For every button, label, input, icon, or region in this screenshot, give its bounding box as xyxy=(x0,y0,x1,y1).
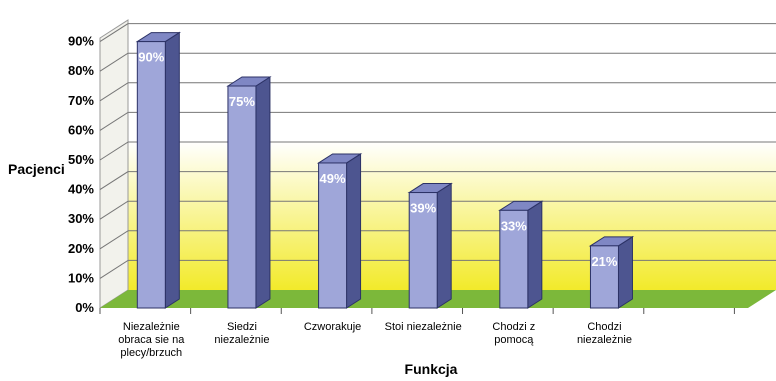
x-category-label: Czworakuje xyxy=(304,321,361,333)
gridline-diag xyxy=(99,200,129,220)
bar-front xyxy=(227,85,257,309)
bar-side xyxy=(164,31,180,309)
bar-value-label: 33% xyxy=(501,218,527,233)
x-axis-categories: Niezależnie obraca sie na plecy/brzuch Sied… xyxy=(99,308,735,359)
y-tick-label: 90% xyxy=(68,34,94,49)
x-category-label: Siedzi niezależnie xyxy=(214,321,269,346)
y-tick-label: 50% xyxy=(68,152,94,167)
gridline-diag xyxy=(99,23,129,43)
bar-side xyxy=(255,76,271,309)
back-wall xyxy=(128,20,776,290)
x-category-label: Chodzi niezależnie xyxy=(577,321,632,346)
gridline-diag xyxy=(99,171,129,191)
bar-front xyxy=(318,162,348,309)
y-axis-ticks: 0% 10% 20% 30% 40% 50% 60% 70% 80% 90% xyxy=(68,34,94,315)
bar-value-label: 21% xyxy=(591,254,617,269)
bar: 90% xyxy=(135,31,182,309)
left-wall xyxy=(99,19,129,309)
bar-front xyxy=(136,41,166,309)
bar: 21% xyxy=(588,235,635,309)
bar-side xyxy=(436,182,452,309)
x-category-label: Niezależnie obraca sie na plecy/brzuch xyxy=(118,321,185,359)
gridline-diag xyxy=(99,52,129,72)
bar-side xyxy=(346,153,362,309)
bar-front xyxy=(408,192,438,309)
y-tick-label: 10% xyxy=(68,270,94,285)
bar: 33% xyxy=(498,200,544,309)
gridline-diag xyxy=(99,259,129,279)
gridline-diag xyxy=(99,230,129,250)
y-axis-title: Pacjenci xyxy=(8,161,65,177)
bar-side xyxy=(617,235,633,309)
bar-front xyxy=(499,209,529,309)
y-tick-label: 40% xyxy=(68,182,94,197)
x-axis-title: Funkcja xyxy=(405,361,458,377)
bar: 39% xyxy=(407,182,453,309)
bar-value-label: 90% xyxy=(138,50,164,65)
x-category-label: Stoi niezależnie xyxy=(385,321,462,333)
gridline-diag xyxy=(99,111,129,131)
y-tick-label: 70% xyxy=(68,93,94,108)
bar-value-label: 39% xyxy=(410,201,436,216)
y-tick-label: 80% xyxy=(68,63,94,78)
bar-front xyxy=(589,245,619,309)
bars: 90% 75% 49% 39% 33% 21% xyxy=(135,31,635,309)
y-tick-label: 20% xyxy=(68,241,94,256)
bar: 75% xyxy=(226,76,272,309)
x-category-label: Chodzi z pomocą xyxy=(492,321,535,346)
y-tick-label: 0% xyxy=(75,300,94,315)
gridline-diag xyxy=(99,141,129,161)
bar-value-label: 49% xyxy=(320,171,346,186)
gridline-diag xyxy=(99,82,129,102)
bar-side xyxy=(527,200,543,309)
bar-value-label: 75% xyxy=(229,94,255,109)
y-tick-label: 30% xyxy=(68,211,94,226)
y-tick-label: 60% xyxy=(68,122,94,137)
bar: 49% xyxy=(316,153,363,309)
